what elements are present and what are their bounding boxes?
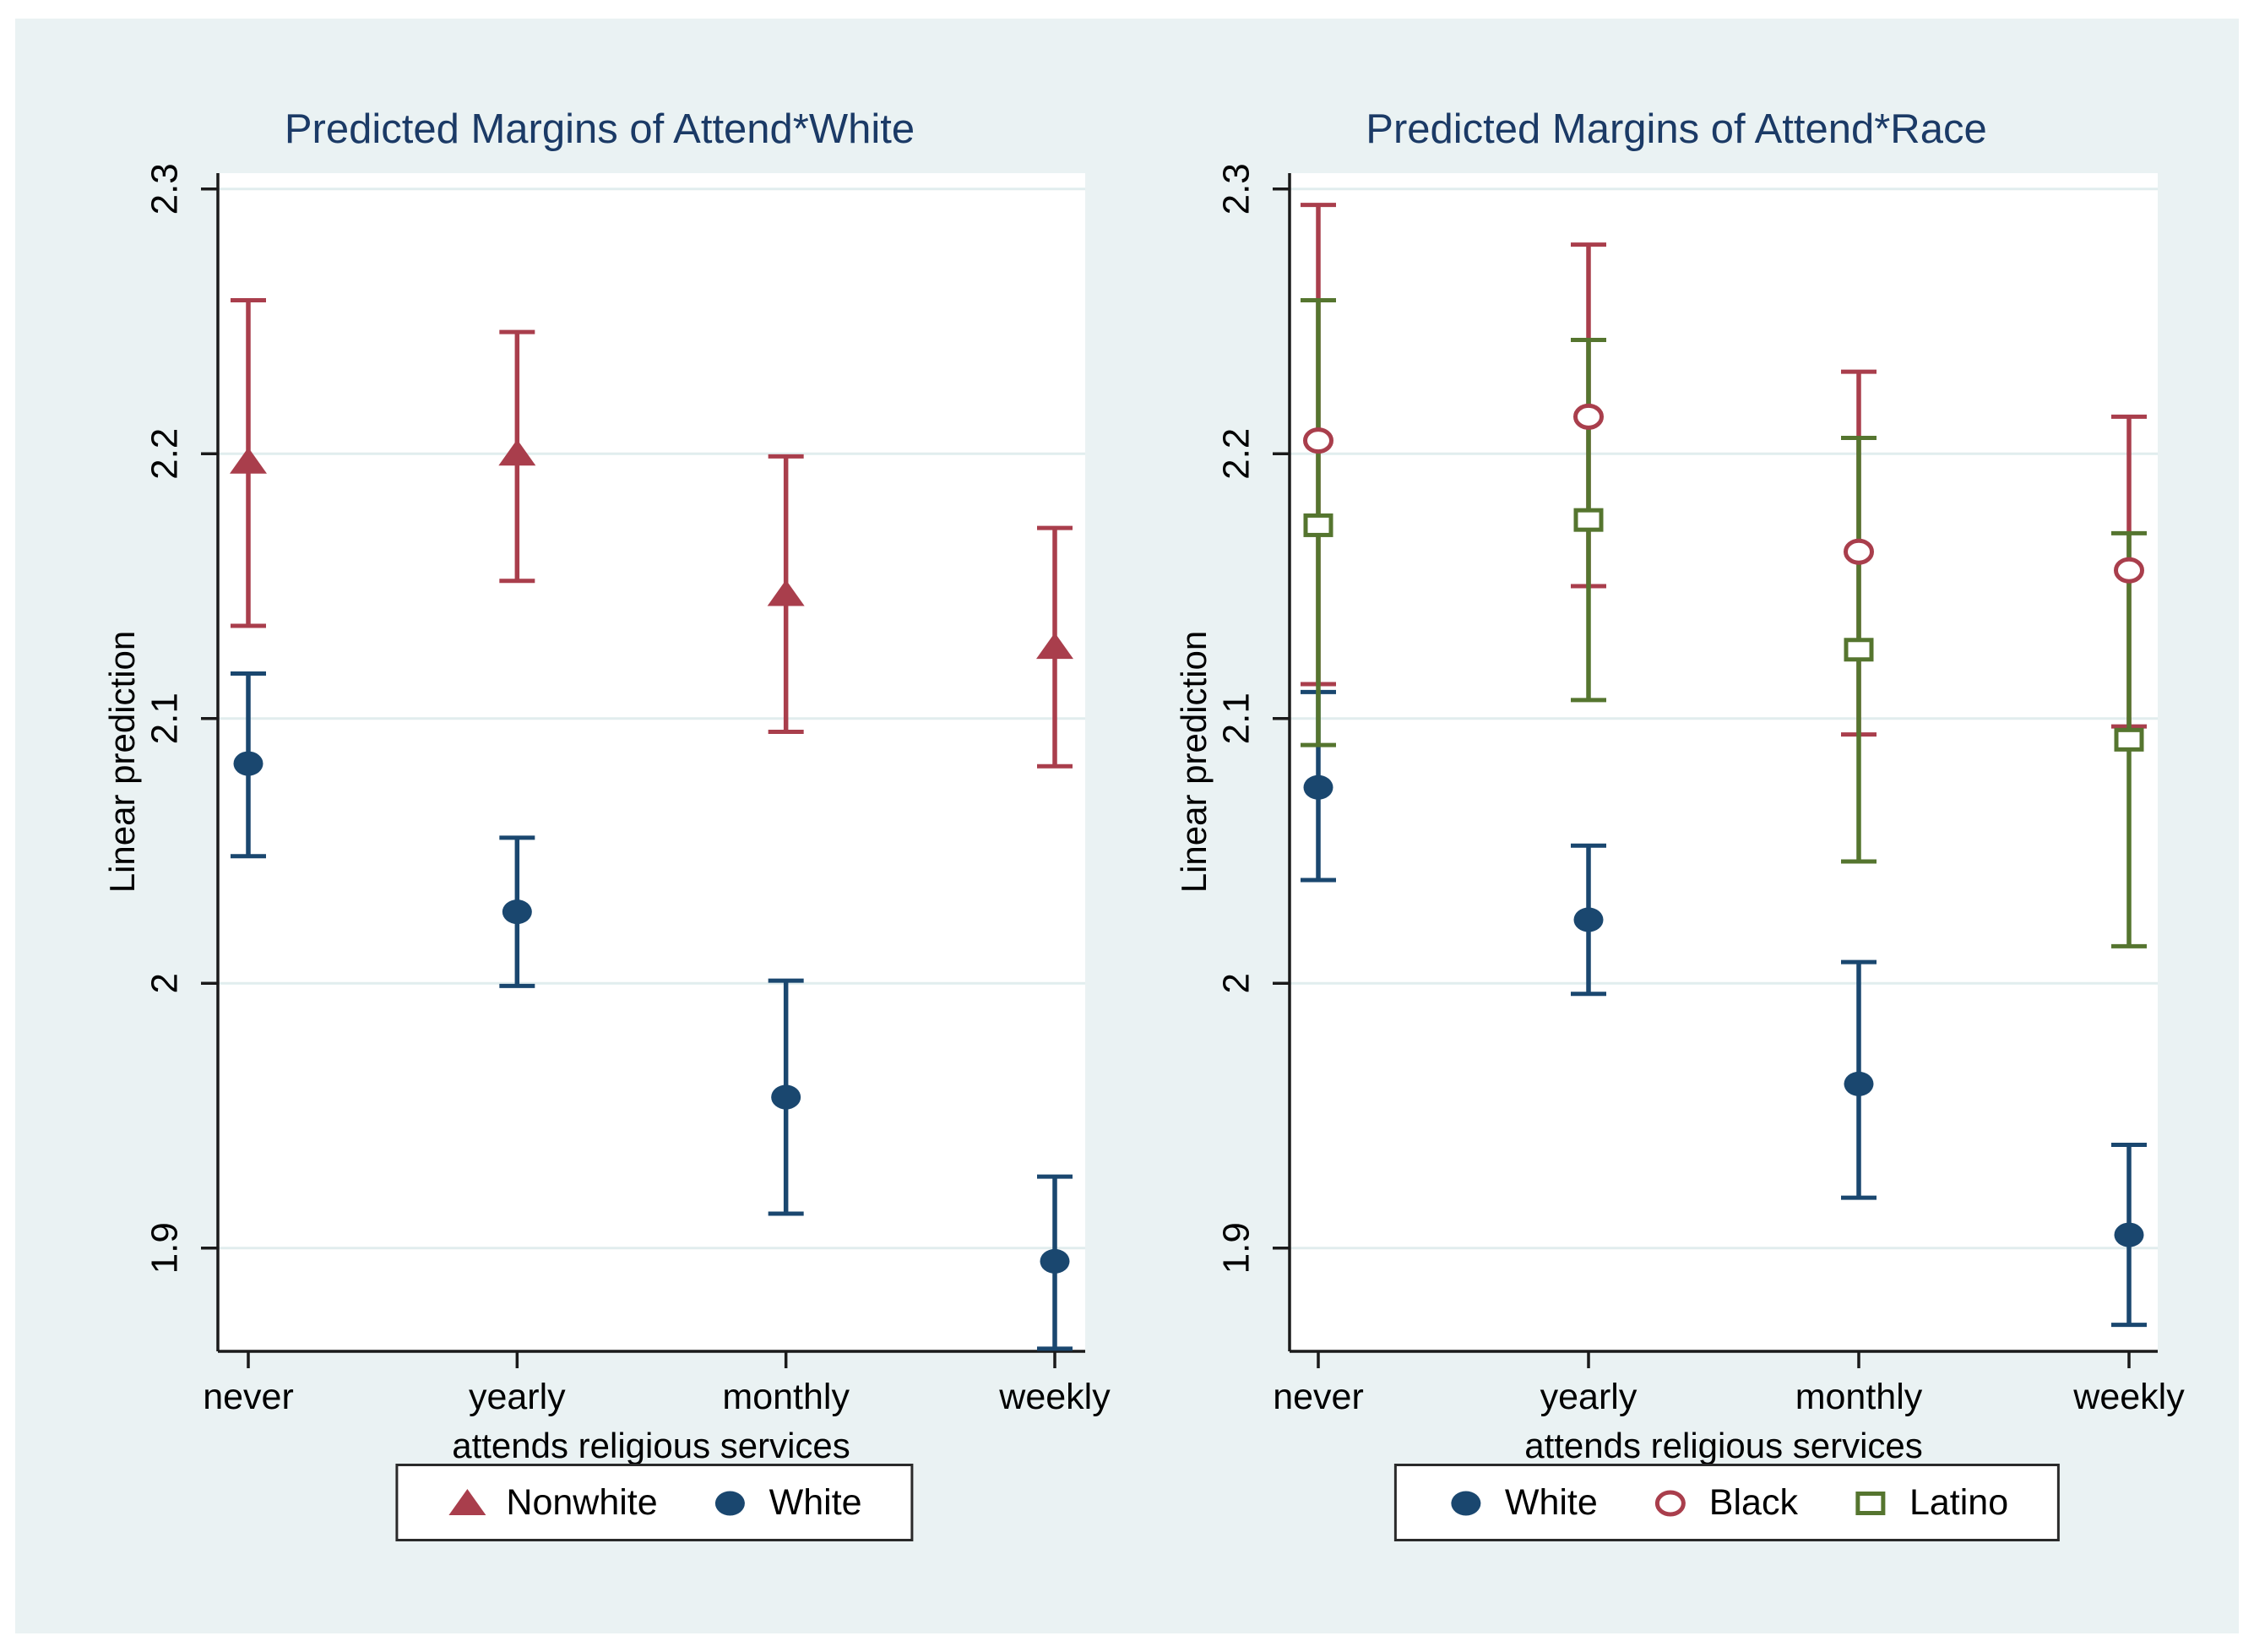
marker-square-open xyxy=(1573,508,1604,532)
marker-triangle-solid xyxy=(230,447,267,474)
legend-marker-circle-icon xyxy=(715,1491,746,1516)
y-tick-label: 2 xyxy=(144,973,186,993)
marker-triangle-solid xyxy=(767,579,805,606)
y-tick-label: 2 xyxy=(1216,973,1257,993)
x-tick-label: weekly xyxy=(998,1377,1111,1417)
marker-circle-solid xyxy=(1040,1248,1070,1274)
y-tick-label: 2.1 xyxy=(144,693,186,744)
legend-item: Nonwhite xyxy=(447,1481,658,1524)
x-tick-label: monthly xyxy=(722,1377,850,1417)
marker-circle-solid xyxy=(1303,774,1333,800)
y-tick-label: 2.3 xyxy=(1216,163,1257,215)
y-tick-label: 2.3 xyxy=(144,163,186,215)
marker-circle-solid xyxy=(1844,1071,1874,1096)
x-tick-label: yearly xyxy=(1540,1377,1638,1417)
legend-marker-shape xyxy=(1855,1492,1886,1515)
legend-marker-circle-icon xyxy=(1654,1490,1686,1517)
legend-marker-square-icon xyxy=(1855,1492,1886,1515)
marker-circle-solid xyxy=(1573,907,1604,932)
plot-background xyxy=(218,173,1085,1351)
legend-marker-triangle-icon xyxy=(448,1489,486,1515)
marker-square-open xyxy=(1303,513,1333,537)
y-tick-label: 1.9 xyxy=(1216,1222,1257,1274)
legend-marker-shape xyxy=(448,1489,486,1515)
right-y-axis-title: Linear prediction xyxy=(1174,630,1214,894)
legend-marker-circle-icon xyxy=(1451,1491,1481,1516)
marker-circle-open xyxy=(1303,427,1333,454)
marker-circle-solid xyxy=(233,751,263,776)
legend-marker-shape xyxy=(715,1491,746,1516)
x-tick-label: yearly xyxy=(469,1377,566,1417)
y-tick-label: 2.1 xyxy=(1216,693,1257,744)
legend-item-label: Nonwhite xyxy=(506,1481,658,1523)
right-legend: White Black Latino xyxy=(1393,1464,2061,1541)
legend-item: White xyxy=(1446,1482,1598,1524)
y-tick-label: 2.2 xyxy=(1216,428,1257,480)
legend-item-label: Black xyxy=(1708,1481,1798,1523)
marker-triangle-solid xyxy=(498,439,536,466)
right-chart-title: Predicted Margins of Attend*Race xyxy=(1366,106,1987,152)
right-x-axis-title: attends religious services xyxy=(1524,1426,1923,1465)
y-tick-label: 2.2 xyxy=(144,428,186,480)
plot-background xyxy=(1290,173,2158,1351)
left-chart-title: Predicted Margins of Attend*White xyxy=(284,106,915,152)
legend-item-label: White xyxy=(769,1481,862,1523)
y-tick-label: 1.9 xyxy=(144,1222,186,1274)
marker-circle-solid xyxy=(2114,1222,2144,1247)
x-tick-label: monthly xyxy=(1795,1377,1923,1417)
legend-marker-shape xyxy=(1451,1491,1481,1516)
x-tick-label: never xyxy=(203,1377,294,1417)
legend-item: Black xyxy=(1650,1482,1798,1524)
left-y-axis-title: Linear prediction xyxy=(102,630,142,894)
marker-circle-solid xyxy=(771,1084,801,1110)
legend-item: White xyxy=(710,1482,862,1524)
left-legend: Nonwhite White xyxy=(395,1464,914,1541)
legend-item: Latino xyxy=(1850,1482,2008,1524)
legend-item-label: White xyxy=(1504,1481,1598,1523)
panel-left: 1.9 2 2.1 2.2 2.3 never yearly monthly weekly xyxy=(144,163,1111,1417)
left-x-axis-title: attends religious services xyxy=(452,1426,850,1465)
x-tick-label: weekly xyxy=(2072,1377,2185,1417)
legend-item-label: Latino xyxy=(1909,1481,2009,1523)
panel-right: 1.9 2 2.1 2.2 2.3 never yearly monthly weekly xyxy=(1216,163,2186,1417)
marker-circle-open xyxy=(1844,538,1874,565)
legend-marker-shape xyxy=(1654,1490,1686,1517)
marker-square-open xyxy=(1844,638,1874,662)
x-tick-label: never xyxy=(1273,1377,1364,1417)
marker-triangle-solid xyxy=(1036,633,1073,660)
marker-circle-open xyxy=(1573,403,1604,430)
marker-square-open xyxy=(2114,727,2144,752)
marker-circle-solid xyxy=(502,899,532,925)
marker-circle-open xyxy=(2114,557,2144,584)
